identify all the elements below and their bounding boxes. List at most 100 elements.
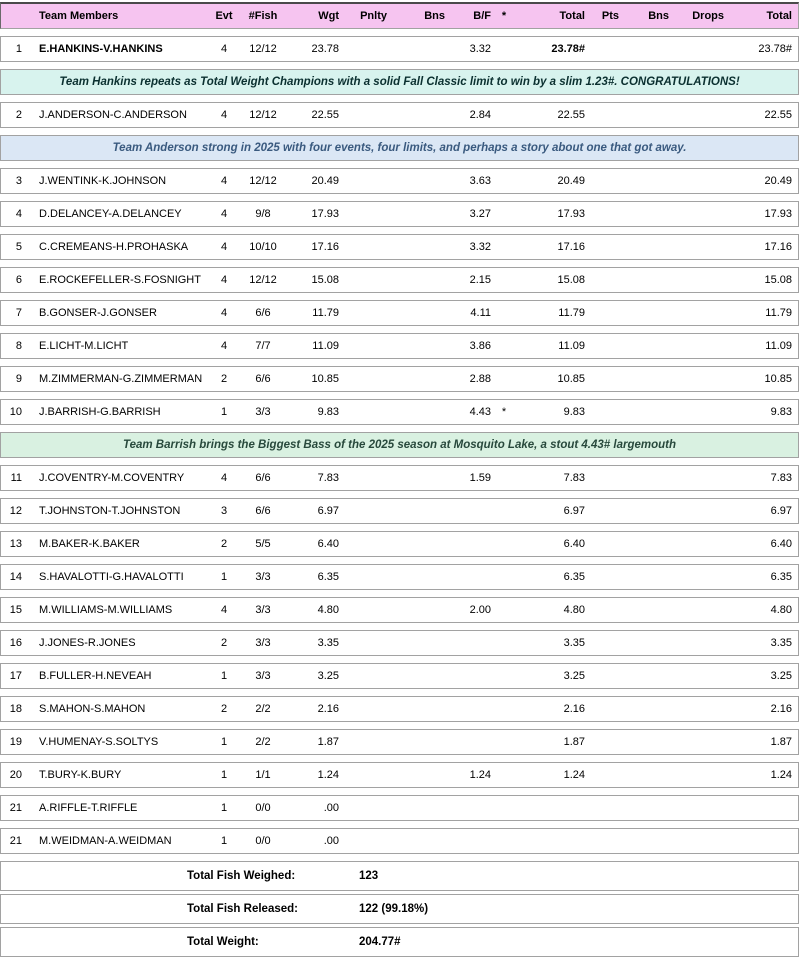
fish-count-cell: 0/0 (255, 835, 271, 847)
weight-cell: 1.87 (317, 736, 339, 748)
rank-cell: 1 (15, 43, 22, 55)
table-row: 7 B.GONSER-J.GONSER 4 6/6 11.79 4.11 11.… (0, 300, 799, 326)
rank-cell: 15 (9, 604, 22, 616)
events-cell: 1 (220, 802, 228, 814)
summary-value: 204.77# (359, 936, 401, 948)
total-weight-cell: 11.79 (558, 307, 585, 319)
events-cell: 1 (220, 769, 228, 781)
events-cell: 1 (220, 736, 228, 748)
col-total: Total (559, 10, 585, 22)
team-name-cell: J.ANDERSON-C.ANDERSON (39, 109, 187, 121)
weight-cell: 6.97 (317, 505, 339, 517)
weight-cell: 9.83 (317, 406, 339, 418)
final-total-cell: 11.79 (765, 307, 792, 319)
team-name-cell: S.MAHON-S.MAHON (39, 703, 146, 715)
col-bonus-2: Bns (648, 10, 669, 22)
final-total-cell: 15.08 (764, 274, 792, 286)
rank-cell: 5 (15, 241, 22, 253)
rank-cell: 17 (9, 670, 22, 682)
total-weight-cell: 7.83 (563, 472, 585, 484)
fish-count-cell: 3/3 (255, 571, 271, 583)
team-name-cell: A.RIFFLE-T.RIFFLE (39, 802, 138, 814)
total-weight-cell: 3.35 (563, 637, 585, 649)
col-points: Pts (601, 10, 619, 22)
summary-value: 123 (359, 870, 379, 882)
total-weight-cell: 15.08 (557, 274, 585, 286)
team-name-cell: B.FULLER-H.NEVEAH (39, 670, 152, 682)
big-fish-cell: 2.84 (469, 109, 491, 121)
table-row: 13 M.BAKER-K.BAKER 2 5/5 6.40 6.40 6.40 (0, 531, 799, 557)
weight-cell: 3.25 (317, 670, 339, 682)
weight-cell: 17.16 (311, 241, 339, 253)
table-row: 17 B.FULLER-H.NEVEAH 1 3/3 3.25 3.25 3.2… (0, 663, 799, 689)
summary-row: Total Fish Weighed: 123 (0, 861, 799, 891)
rank-cell: 21 (9, 835, 22, 847)
fish-count-cell: 1/1 (255, 769, 271, 781)
table-row: 3 J.WENTINK-K.JOHNSON 4 12/12 20.49 3.63… (0, 168, 799, 194)
col-team-members: Team Members (39, 10, 119, 22)
table-row: 12 T.JOHNSTON-T.JOHNSTON 3 6/6 6.97 6.97… (0, 498, 799, 524)
events-cell: 4 (220, 241, 228, 253)
fish-count-cell: 0/0 (255, 802, 271, 814)
events-cell: 4 (220, 604, 228, 616)
weight-cell: 15.08 (311, 274, 339, 286)
total-weight-cell: 9.83 (563, 406, 585, 418)
weight-cell: 2.16 (317, 703, 339, 715)
fish-count-cell: 6/6 (255, 472, 271, 484)
fish-count-cell: 12/12 (249, 43, 277, 55)
team-name-cell: M.WILLIAMS-M.WILLIAMS (39, 604, 173, 616)
fish-count-cell: 9/8 (255, 208, 271, 220)
table-row: 6 E.ROCKEFELLER-S.FOSNIGHT 4 12/12 15.08… (0, 267, 799, 293)
events-cell: 4 (220, 175, 228, 187)
weight-cell: 4.80 (317, 604, 339, 616)
total-weight-cell: 2.16 (563, 703, 585, 715)
final-total-cell: 17.93 (764, 208, 792, 220)
final-total-cell: 6.97 (770, 505, 792, 517)
col-big-bass-star: * (501, 10, 507, 22)
final-total-cell: 9.83 (770, 406, 792, 418)
table-row: 20 T.BURY-K.BURY 1 1/1 1.24 1.24 1.24 1.… (0, 762, 799, 788)
total-weight-cell: 22.55 (557, 109, 585, 121)
col-fish-count: #Fish (248, 10, 278, 22)
big-fish-cell: 3.86 (469, 340, 491, 352)
col-big-fish: B/F (473, 10, 491, 22)
table-row: 21 A.RIFFLE-T.RIFFLE 1 0/0 .00 (0, 795, 799, 821)
total-weight-cell: 11.09 (558, 340, 585, 352)
weight-cell: 11.79 (312, 307, 339, 319)
fish-count-cell: 2/2 (255, 736, 271, 748)
fish-count-cell: 5/5 (255, 538, 271, 550)
note-row: Team Barrish brings the Biggest Bass of … (0, 432, 799, 458)
col-events: Evt (215, 10, 233, 22)
team-name-cell: T.JOHNSTON-T.JOHNSTON (39, 505, 181, 517)
final-total-cell: 10.85 (764, 373, 792, 385)
rank-cell: 21 (9, 802, 22, 814)
events-cell: 1 (220, 670, 228, 682)
events-cell: 4 (220, 43, 228, 55)
table-row: 11 J.COVENTRY-M.COVENTRY 4 6/6 7.83 1.59… (0, 465, 799, 491)
team-name-cell: E.HANKINS-V.HANKINS (39, 43, 163, 55)
team-name-cell: E.LICHT-M.LICHT (39, 340, 129, 352)
rank-cell: 6 (15, 274, 22, 286)
weight-cell: 11.09 (312, 340, 339, 352)
summary-label: Total Fish Released: (187, 903, 298, 915)
events-cell: 3 (220, 505, 228, 517)
fish-count-cell: 6/6 (255, 505, 271, 517)
big-fish-cell: 4.43 (469, 406, 491, 418)
weight-cell: .00 (323, 835, 339, 847)
rank-cell: 2 (15, 109, 22, 121)
fish-count-cell: 3/3 (255, 637, 271, 649)
team-name-cell: M.WEIDMAN-A.WEIDMAN (39, 835, 172, 847)
table-row: 2 J.ANDERSON-C.ANDERSON 4 12/12 22.55 2.… (0, 102, 799, 128)
fish-count-cell: 2/2 (255, 703, 271, 715)
rank-cell: 12 (9, 505, 22, 517)
summary-row: Total Weight: 204.77# (0, 927, 799, 957)
rank-cell: 14 (9, 571, 22, 583)
table-row: 5 C.CREMEANS-H.PROHASKA 4 10/10 17.16 3.… (0, 234, 799, 260)
weight-cell: 6.35 (317, 571, 339, 583)
final-total-cell: 4.80 (770, 604, 792, 616)
summary-container: Total Fish Weighed: 123 Total Fish Relea… (0, 861, 799, 957)
table-header: Team Members Evt #Fish Wgt Pnlty Bns B/F… (0, 2, 799, 29)
rank-cell: 13 (9, 538, 22, 550)
rank-cell: 8 (15, 340, 22, 352)
